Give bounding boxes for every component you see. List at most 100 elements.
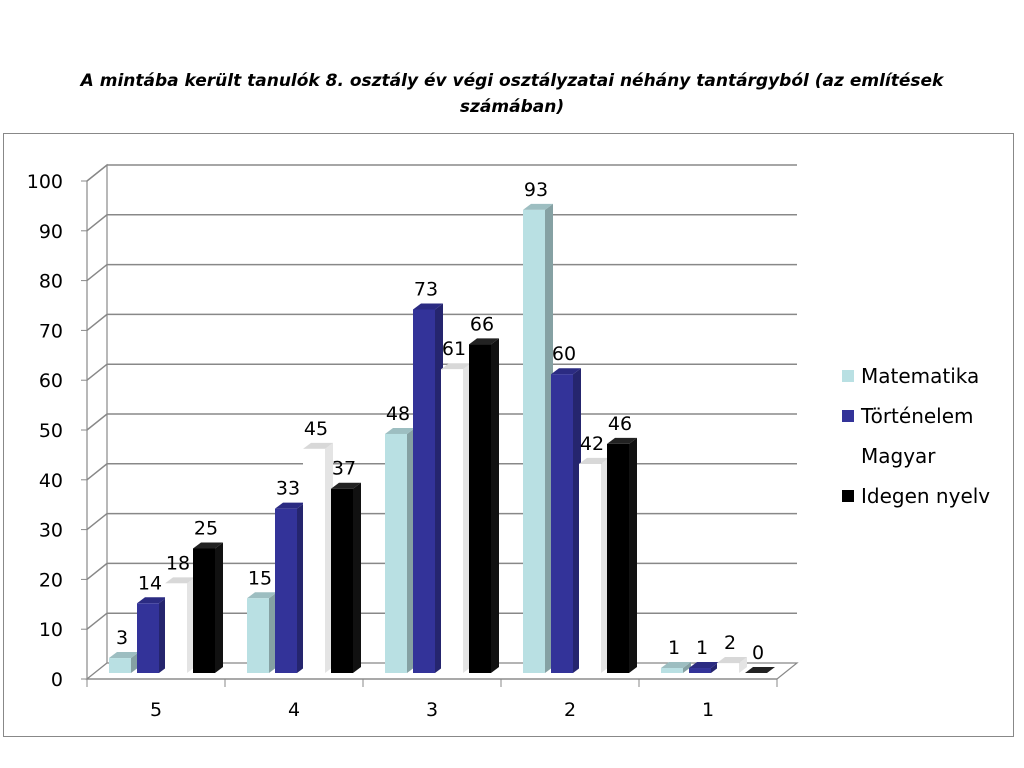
bars [109, 203, 775, 674]
bar-front [165, 583, 187, 673]
y-tick-label: 20 [39, 569, 63, 591]
bar [137, 597, 167, 673]
x-tick-label: 2 [564, 699, 576, 721]
bar-front [441, 369, 463, 673]
data-label: 45 [304, 418, 328, 440]
bar-front [331, 488, 353, 673]
data-label: 37 [332, 458, 356, 480]
gridline [86, 214, 797, 232]
bar-front [551, 374, 573, 673]
bar [109, 652, 139, 673]
bar-side [683, 662, 691, 673]
x-tick-label: 3 [426, 699, 438, 721]
bar-front [469, 344, 491, 673]
bar-top [109, 652, 139, 659]
bar-top [745, 667, 775, 673]
y-tick-label: 90 [39, 221, 63, 243]
legend-item: Idegen nyelv [842, 484, 990, 508]
data-label: 48 [386, 403, 410, 425]
bar [579, 457, 609, 673]
bar-front [303, 448, 325, 673]
data-label: 25 [194, 518, 218, 540]
x-tick-label: 1 [702, 699, 714, 721]
legend-item: Matematika [842, 364, 979, 388]
bar [441, 363, 471, 673]
legend-item: Magyar [842, 444, 936, 468]
bar-top [385, 427, 415, 434]
bar-top [247, 592, 277, 599]
bar [331, 482, 361, 673]
bar-top [717, 657, 747, 664]
y-tick-label: 10 [39, 619, 63, 641]
bar-front [109, 658, 131, 673]
data-label: 61 [442, 338, 466, 360]
legend-label: Magyar [861, 444, 936, 468]
bar [717, 657, 747, 673]
bar-front [607, 443, 629, 673]
bar [413, 303, 443, 673]
bar-top [331, 482, 361, 489]
bar-front [523, 209, 545, 674]
data-label: 60 [552, 343, 576, 365]
bar [523, 203, 553, 674]
data-label: 0 [752, 642, 764, 664]
bar-top [193, 542, 223, 549]
legend-item: Történelem [842, 404, 974, 428]
bar-side [215, 542, 223, 673]
bar-side [491, 338, 499, 673]
bar-top [303, 442, 333, 449]
data-label: 1 [668, 637, 680, 659]
bar [469, 338, 499, 673]
y-axis-ticks: 0 10 20 30 40 50 60 70 80 90 100 [27, 171, 87, 691]
bar-top [165, 577, 195, 584]
gridline [86, 263, 797, 282]
bar-side [739, 657, 747, 673]
y-tick-label: 40 [39, 470, 63, 492]
data-label: 15 [248, 567, 272, 589]
x-axis-ticks: 5 4 3 2 1 [86, 678, 778, 721]
bar [385, 427, 415, 673]
bar-top [137, 597, 167, 604]
gridline [86, 313, 797, 331]
bar-front [413, 309, 435, 673]
y-tick-label: 50 [39, 420, 63, 442]
data-label: 46 [608, 413, 632, 435]
bar-top [275, 502, 305, 509]
data-label: 3 [116, 627, 128, 649]
x-tick-label: 4 [288, 699, 300, 721]
bar-top [551, 368, 581, 375]
bar-top [689, 662, 719, 669]
y-tick-label: 70 [39, 320, 63, 342]
legend-label: Idegen nyelv [861, 484, 990, 508]
bar [247, 592, 277, 673]
bar [661, 662, 691, 673]
legend: Matematika Történelem Magyar Idegen nyelv [842, 364, 990, 508]
bar-front [385, 433, 407, 673]
bar-top [441, 363, 471, 370]
bar-top [413, 303, 443, 310]
data-label: 93 [524, 179, 548, 201]
bar-top [469, 338, 499, 345]
bar [165, 577, 195, 673]
data-label: 73 [414, 278, 438, 300]
bar-front [247, 598, 269, 673]
data-label: 2 [724, 632, 736, 654]
bar-front [661, 668, 683, 673]
bar [551, 368, 581, 673]
data-label: 33 [276, 478, 300, 500]
gridline [86, 363, 797, 381]
bar-top [523, 203, 553, 210]
x-tick-label: 5 [150, 699, 162, 721]
bar-side [353, 482, 361, 673]
legend-swatch [842, 490, 854, 502]
bar [303, 442, 333, 673]
bar-front [193, 548, 215, 673]
bar [745, 667, 775, 673]
data-label: 1 [696, 637, 708, 659]
bar-top [661, 662, 691, 669]
bar-front [579, 463, 601, 673]
data-label: 66 [470, 313, 494, 335]
bar [193, 542, 223, 673]
bar-front [275, 508, 297, 673]
